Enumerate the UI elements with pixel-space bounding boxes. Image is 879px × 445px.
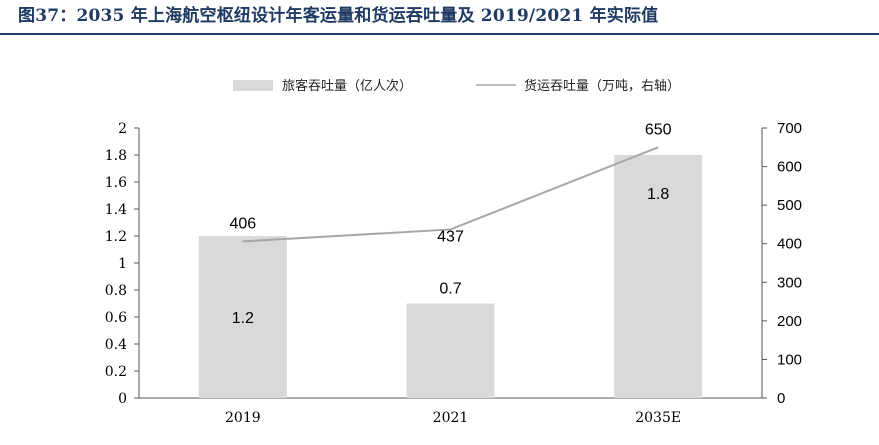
y-left-tick-label: 2 <box>118 121 127 137</box>
y-right-tick-label: 100 <box>777 351 802 368</box>
y-left-tick-label: 1.4 <box>105 202 127 218</box>
y-right-tick-label: 0 <box>777 390 785 407</box>
y-left-tick-label: 1.6 <box>105 175 127 191</box>
y-left-tick-label: 0.6 <box>105 310 127 326</box>
y-right-tick-label: 400 <box>777 236 802 253</box>
line-value-label: 406 <box>229 215 256 232</box>
bar-2021 <box>406 303 495 398</box>
bar-2019 <box>198 236 287 398</box>
legend-line-label: 货运吞吐量（万吨，右轴） <box>524 78 680 94</box>
line-series <box>242 146 659 243</box>
data-labels: 1.2 0.7 1.8 406 437 650 <box>229 121 671 327</box>
y-left-tick-label: 0.8 <box>105 283 127 299</box>
y-right-tick-label: 200 <box>777 313 802 330</box>
y-right-tick-label: 500 <box>777 197 802 214</box>
y-left-tick-label: 1 <box>118 256 127 272</box>
line-value-label: 650 <box>645 121 672 138</box>
y-left-tick-label: 0.4 <box>105 337 127 353</box>
bar-2035E <box>614 155 703 398</box>
x-tick-label: 2035E <box>635 410 681 426</box>
line-value-label: 437 <box>437 228 464 245</box>
bar-value-label: 1.2 <box>232 310 254 327</box>
figure-title: 图37：2035 年上海航空枢纽设计年客运量和货运吞吐量及 2019/2021 … <box>18 6 659 26</box>
bar-value-label: 0.7 <box>439 281 461 298</box>
y-left-tick-label: 1.8 <box>105 148 127 164</box>
title-divider <box>0 33 879 35</box>
y-left-tick-label: 1.2 <box>105 229 127 245</box>
line-freight <box>242 146 659 243</box>
y-right-tick-label: 700 <box>777 120 802 137</box>
x-tick-label: 2019 <box>225 410 261 426</box>
y-left-tick-label: 0.2 <box>105 364 127 380</box>
x-tick-label: 2021 <box>433 410 469 426</box>
y-right-tick-label: 600 <box>777 159 802 176</box>
y-left-tick-label: 0 <box>118 391 127 407</box>
legend-bar-swatch <box>233 80 273 91</box>
bars <box>198 155 703 398</box>
bar-value-label: 1.8 <box>647 186 669 203</box>
legend-bar-label: 旅客吞吐量（亿人次） <box>282 78 412 94</box>
legend: 旅客吞吐量（亿人次） 货运吞吐量（万吨，右轴） <box>233 78 680 94</box>
y-right-tick-label: 300 <box>777 274 802 291</box>
